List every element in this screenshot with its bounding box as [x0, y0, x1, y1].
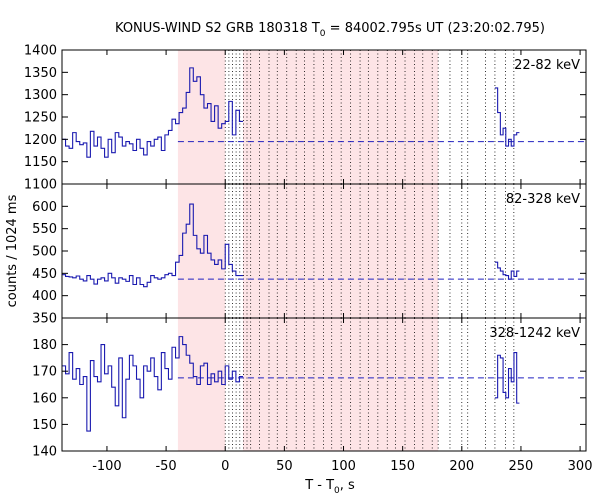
chart-title-sub: 0	[320, 29, 326, 39]
band-label: 22-82 keV	[514, 58, 580, 73]
y-tick-label: 1100	[24, 178, 57, 193]
panel-2-frame	[61, 317, 587, 452]
shaded-interval	[242, 184, 439, 318]
light-curve-series	[62, 203, 243, 288]
x-tick-label: 250	[509, 459, 534, 474]
y-tick-label: 160	[32, 391, 57, 406]
y-tick-label: 180	[32, 338, 57, 353]
y-tick-label: 550	[32, 222, 57, 237]
chart-title: KONUS-WIND S2 GRB 180318 T0 = 84002.795s…	[115, 21, 545, 39]
x-tick-label: 300	[568, 459, 593, 474]
y-tick-label: 170	[32, 365, 57, 380]
band-label: 82-328 keV	[506, 192, 580, 207]
light-curve-series	[62, 336, 243, 432]
y-axis-label: counts / 1024 ms	[5, 194, 20, 307]
shaded-interval	[177, 318, 226, 451]
y-tick-label: 140	[32, 445, 57, 460]
panel-1-plot-area	[62, 184, 586, 318]
y-tick-label: 350	[32, 312, 57, 327]
shaded-interval	[242, 318, 439, 451]
light-curve-late-series	[494, 352, 520, 404]
x-axis-label-main: T - T	[304, 478, 334, 493]
x-tick-label: -100	[92, 459, 122, 474]
light-curve-series	[62, 67, 243, 158]
y-tick-label: 400	[32, 289, 57, 304]
y-tick-label: 1300	[24, 88, 57, 103]
shaded-interval	[177, 50, 226, 184]
light-curve-late-series	[494, 87, 520, 147]
y-tick-label: 1200	[24, 133, 57, 148]
shaded-interval	[242, 50, 439, 184]
x-tick-label: 0	[221, 459, 229, 474]
y-tick-label: 1250	[24, 111, 57, 126]
y-tick-label: 600	[32, 200, 57, 215]
x-axis-label-sub: 0	[334, 486, 340, 496]
chart-title-rest: = 84002.795s UT (23:20:02.795)	[326, 21, 545, 36]
chart-title-main: KONUS-WIND S2 GRB 180318 T	[115, 21, 320, 36]
x-axis-label-rest: , s	[340, 478, 355, 493]
y-tick-label: 1350	[24, 66, 57, 81]
x-tick-label: 150	[390, 459, 415, 474]
band-label: 328-1242 keV	[489, 326, 580, 341]
x-axis-label: T - T0, s	[304, 478, 355, 496]
shaded-interval	[177, 184, 226, 318]
x-tick-label: -50	[155, 459, 176, 474]
x-tick-label: 200	[449, 459, 474, 474]
light-curve-late-series	[494, 261, 520, 280]
y-tick-label: 1150	[24, 155, 57, 170]
y-tick-label: 1400	[24, 44, 57, 59]
y-tick-label: 150	[32, 418, 57, 433]
x-tick-label: 100	[331, 459, 356, 474]
y-tick-label: 500	[32, 245, 57, 260]
y-tick-label: 450	[32, 267, 57, 282]
panel-0-plot-area	[62, 50, 586, 184]
x-tick-label: 50	[276, 459, 293, 474]
panel-2-plot-area	[62, 318, 586, 451]
